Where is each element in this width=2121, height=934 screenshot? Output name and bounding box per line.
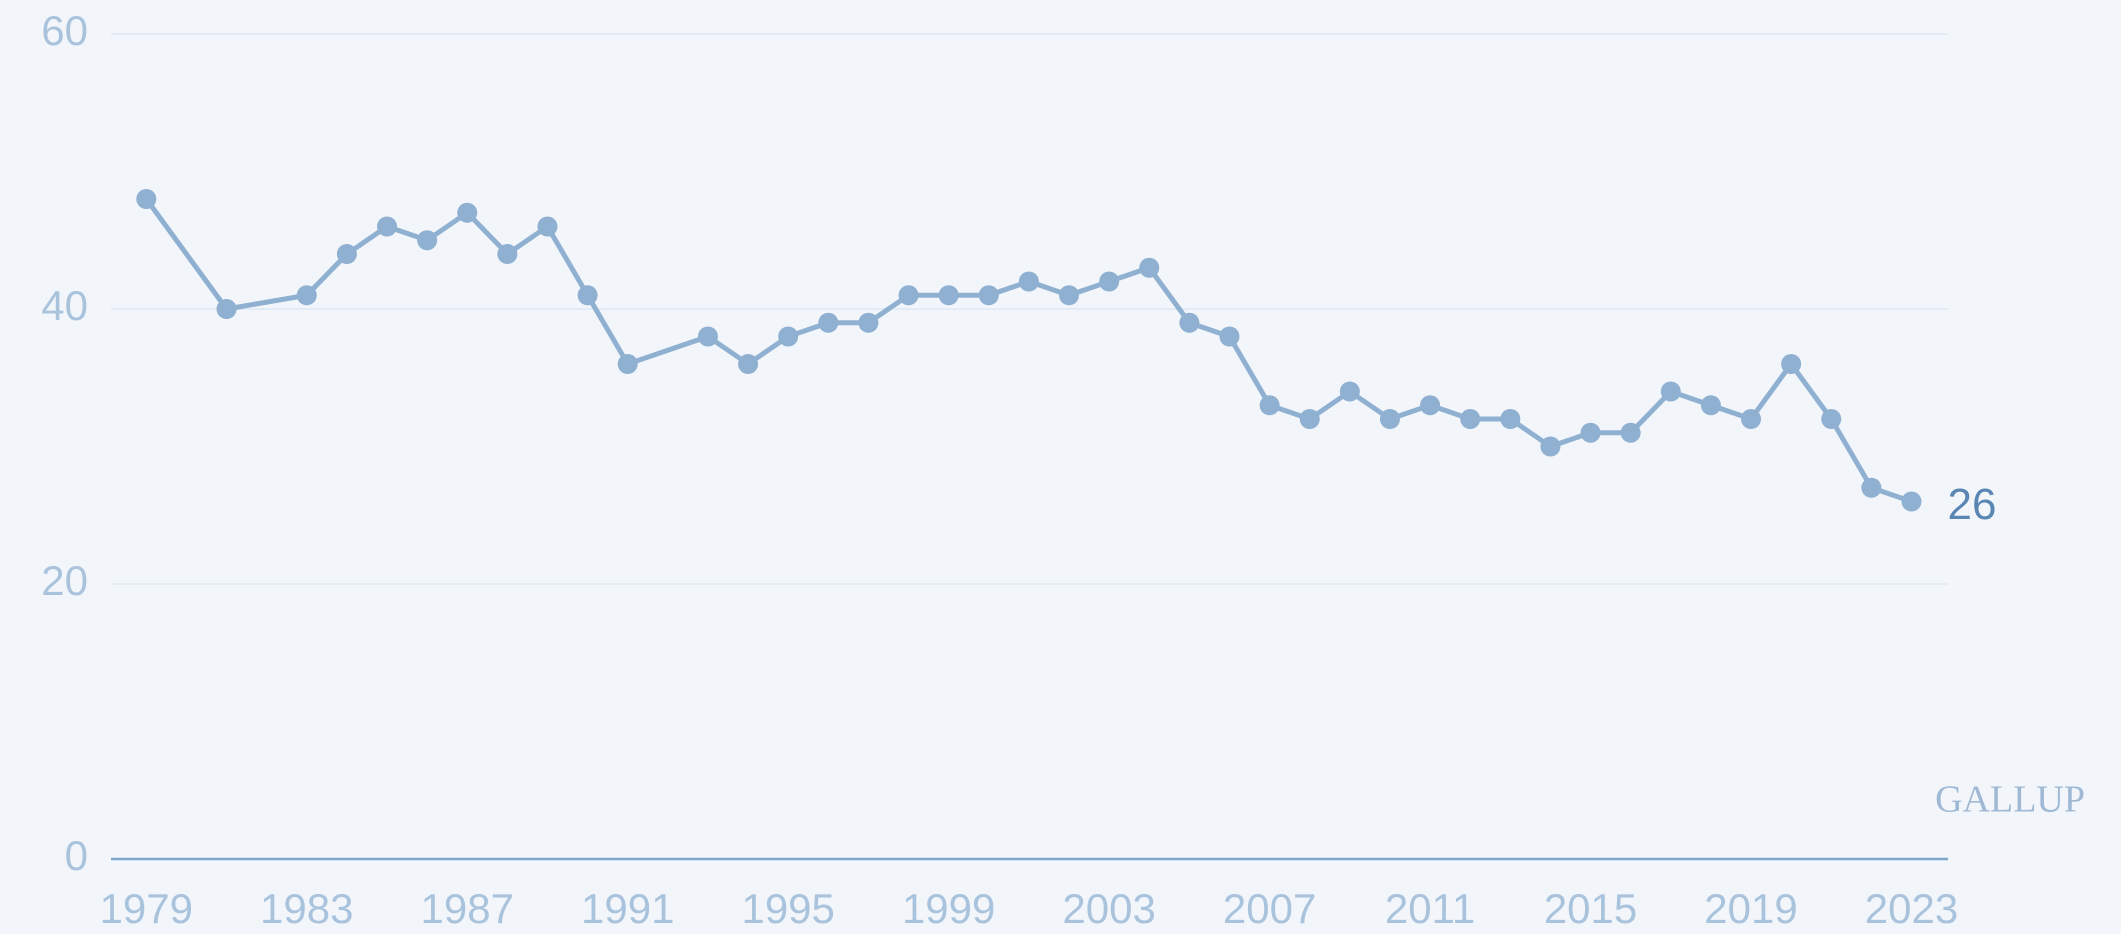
x-tick-label: 1995 [741,885,834,932]
y-tick-label: 20 [41,557,88,604]
data-point [1219,326,1240,347]
data-point [1781,354,1802,374]
data-point [1821,409,1842,429]
data-point [1500,409,1521,429]
data-point [898,285,919,306]
data-point [537,216,558,237]
data-point [697,326,718,347]
data-point [1420,395,1441,416]
data-point [577,285,598,306]
data-point [1299,409,1320,429]
data-point [1700,395,1721,416]
data-point [617,354,638,374]
data-point [296,285,317,306]
data-point [1540,436,1561,457]
data-point [1901,491,1922,512]
data-point [497,244,518,264]
data-point [1018,271,1039,292]
data-point [136,189,157,209]
x-tick-label: 2011 [1385,885,1475,932]
data-point [1660,381,1681,402]
end-value-label: 26 [1947,480,1996,529]
x-tick-label: 1983 [260,885,353,932]
x-tick-label: 1999 [902,885,995,932]
x-tick-label: 1979 [100,885,193,932]
x-tick-label: 2007 [1223,885,1316,932]
data-point [1099,271,1120,292]
data-point [1741,409,1762,429]
y-tick-label: 0 [65,832,88,879]
data-point [1059,285,1080,306]
x-tick-label: 2023 [1865,885,1958,932]
data-point [1139,257,1160,278]
data-point [1861,477,1882,498]
data-point [1620,422,1641,443]
x-tick-label: 2003 [1062,885,1155,932]
data-point [778,326,799,347]
y-tick-label: 60 [41,7,88,54]
data-point [457,202,478,223]
data-point [818,312,839,333]
data-point [738,354,759,374]
data-point [978,285,999,306]
data-point [336,244,357,264]
y-tick-label: 40 [41,282,88,329]
data-point [417,230,438,251]
data-point [377,216,398,237]
x-tick-label: 2019 [1704,885,1797,932]
data-point [858,312,879,333]
data-point [1179,312,1200,333]
data-point [1339,381,1360,402]
data-point [1460,409,1481,429]
x-tick-label: 1987 [421,885,514,932]
brand-logo: GALLUP [1935,779,2085,821]
data-point [938,285,959,306]
data-point [1580,422,1601,443]
data-point [216,299,237,319]
data-point [1259,395,1280,416]
x-tick-label: 2015 [1544,885,1637,932]
x-tick-label: 1991 [581,885,674,932]
data-point [1379,409,1400,429]
